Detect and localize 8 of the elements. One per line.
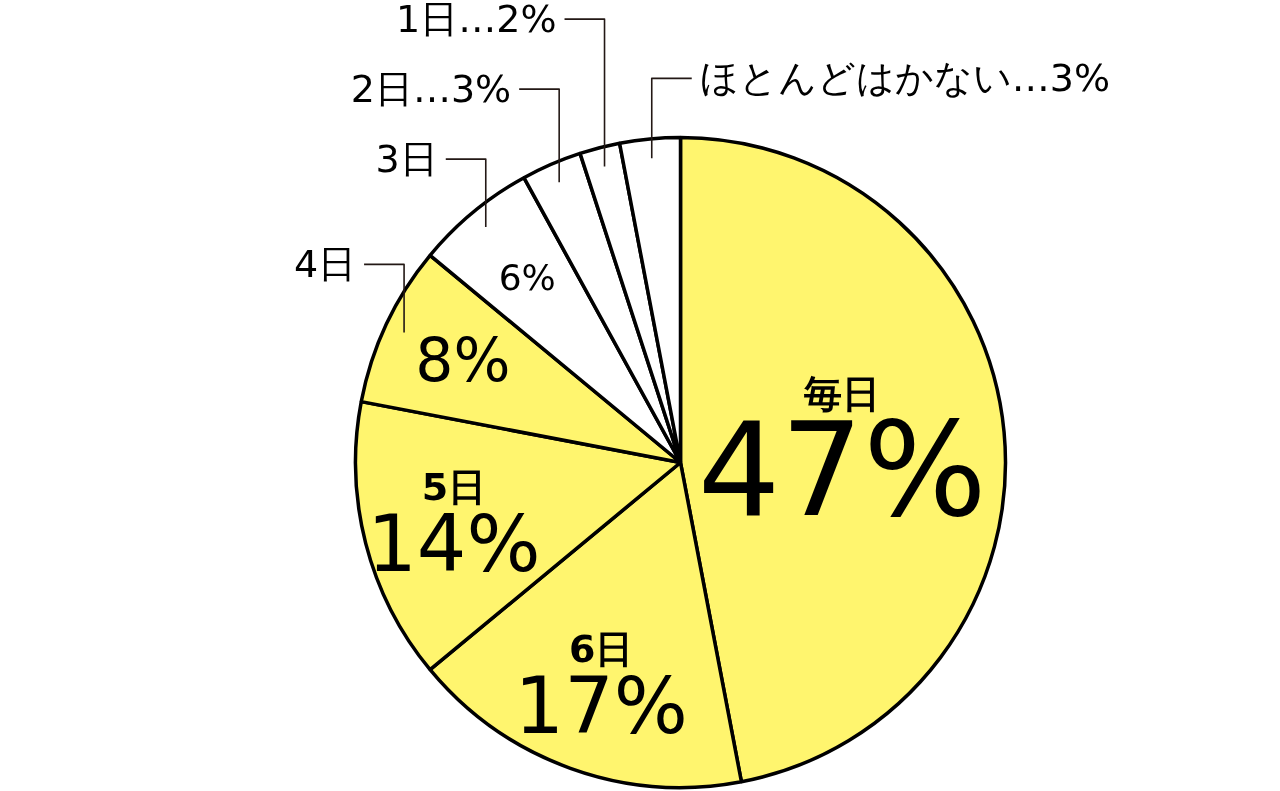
slice-label: 1日…2% — [396, 0, 557, 42]
slice-label: 毎日 — [803, 372, 881, 417]
slice-label: 2日…3% — [350, 67, 512, 112]
data-label: 6% — [498, 256, 556, 298]
slice-label: 4日 — [293, 242, 357, 287]
data-label: 8% — [415, 325, 511, 396]
slice-label: 3日 — [375, 137, 438, 182]
slice-label: ほとんどはかない…3% — [699, 56, 1111, 101]
